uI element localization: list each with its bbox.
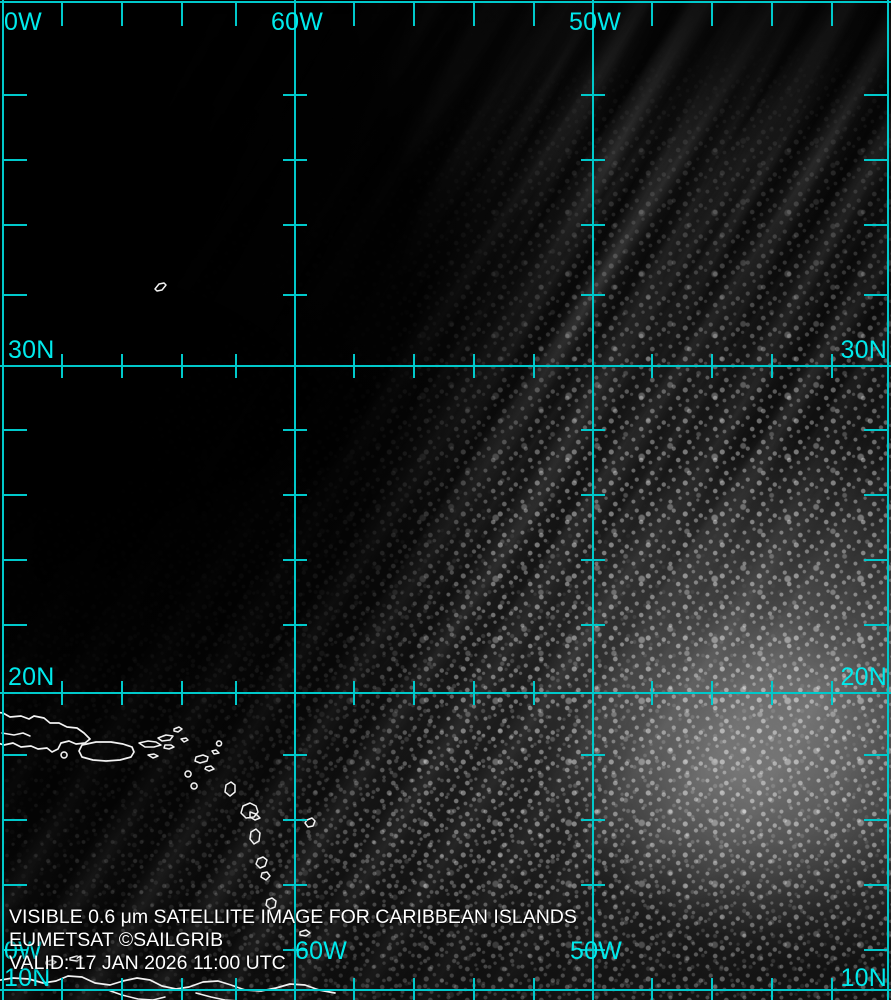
lat-label-10n-left: 10N	[4, 964, 51, 992]
coast-grenada	[265, 897, 277, 910]
lon-label-60w-top: 60W	[271, 8, 324, 36]
lat-label-20n-left: 20N	[8, 663, 55, 691]
caption-source-line: EUMETSAT ©SAILGRIB	[9, 929, 224, 951]
coast-mona-island	[60, 751, 68, 759]
lon-label-50w-top: 50W	[569, 8, 622, 36]
lon-label-50w-bottom: 50W	[570, 937, 623, 965]
coast-dominica	[224, 781, 236, 797]
lon-ticks-top	[61, 2, 833, 26]
coast-antigua-guadeloupe	[194, 749, 220, 772]
lat-label-20n-right: 20N	[840, 663, 887, 691]
lat-ticks-left	[3, 94, 27, 951]
coast-puerto-rico	[78, 741, 135, 762]
lon-label-70w-top: 0W	[4, 8, 42, 36]
coast-south-america-inland	[107, 989, 237, 1000]
coast-anguilla-group	[157, 726, 189, 750]
coast-martinique	[240, 802, 261, 821]
lat-ticks-50w	[581, 94, 605, 951]
coast-st-lucia	[249, 828, 261, 845]
lon-label-70w-bottom: 0W	[4, 937, 42, 965]
lat-label-30n-right: 30N	[840, 336, 887, 364]
lon-ticks-10n	[61, 978, 833, 1000]
lat-label-10n-right: 10N	[840, 964, 887, 992]
lon-ticks-20n	[61, 681, 833, 705]
coast-abc-islands	[45, 955, 83, 966]
coast-st-vincent	[255, 856, 271, 881]
caption-block: VISIBLE 0.6 μm SATELLITE IMAGE FOR CARIB…	[9, 906, 577, 975]
coast-tobago	[299, 929, 311, 937]
lon-ticks-30n	[61, 354, 833, 378]
coast-bermuda	[154, 282, 167, 292]
lat-ticks-60w	[283, 94, 307, 951]
coast-hispaniola-peninsula	[1, 732, 31, 737]
lat-ticks-right	[864, 94, 888, 951]
coast-leeward-islets	[184, 740, 223, 790]
coast-south-america	[0, 975, 336, 994]
caption-valid-line: VALID: 17 JAN 2026 11:00 UTC	[9, 952, 286, 974]
caption-product-line: VISIBLE 0.6 μm SATELLITE IMAGE FOR CARIB…	[9, 906, 577, 928]
coast-barbados	[304, 817, 316, 828]
coast-virgin-islands	[138, 740, 162, 759]
lon-label-60w-bottom: 60W	[295, 937, 348, 965]
lat-label-30n-left: 30N	[8, 336, 55, 364]
